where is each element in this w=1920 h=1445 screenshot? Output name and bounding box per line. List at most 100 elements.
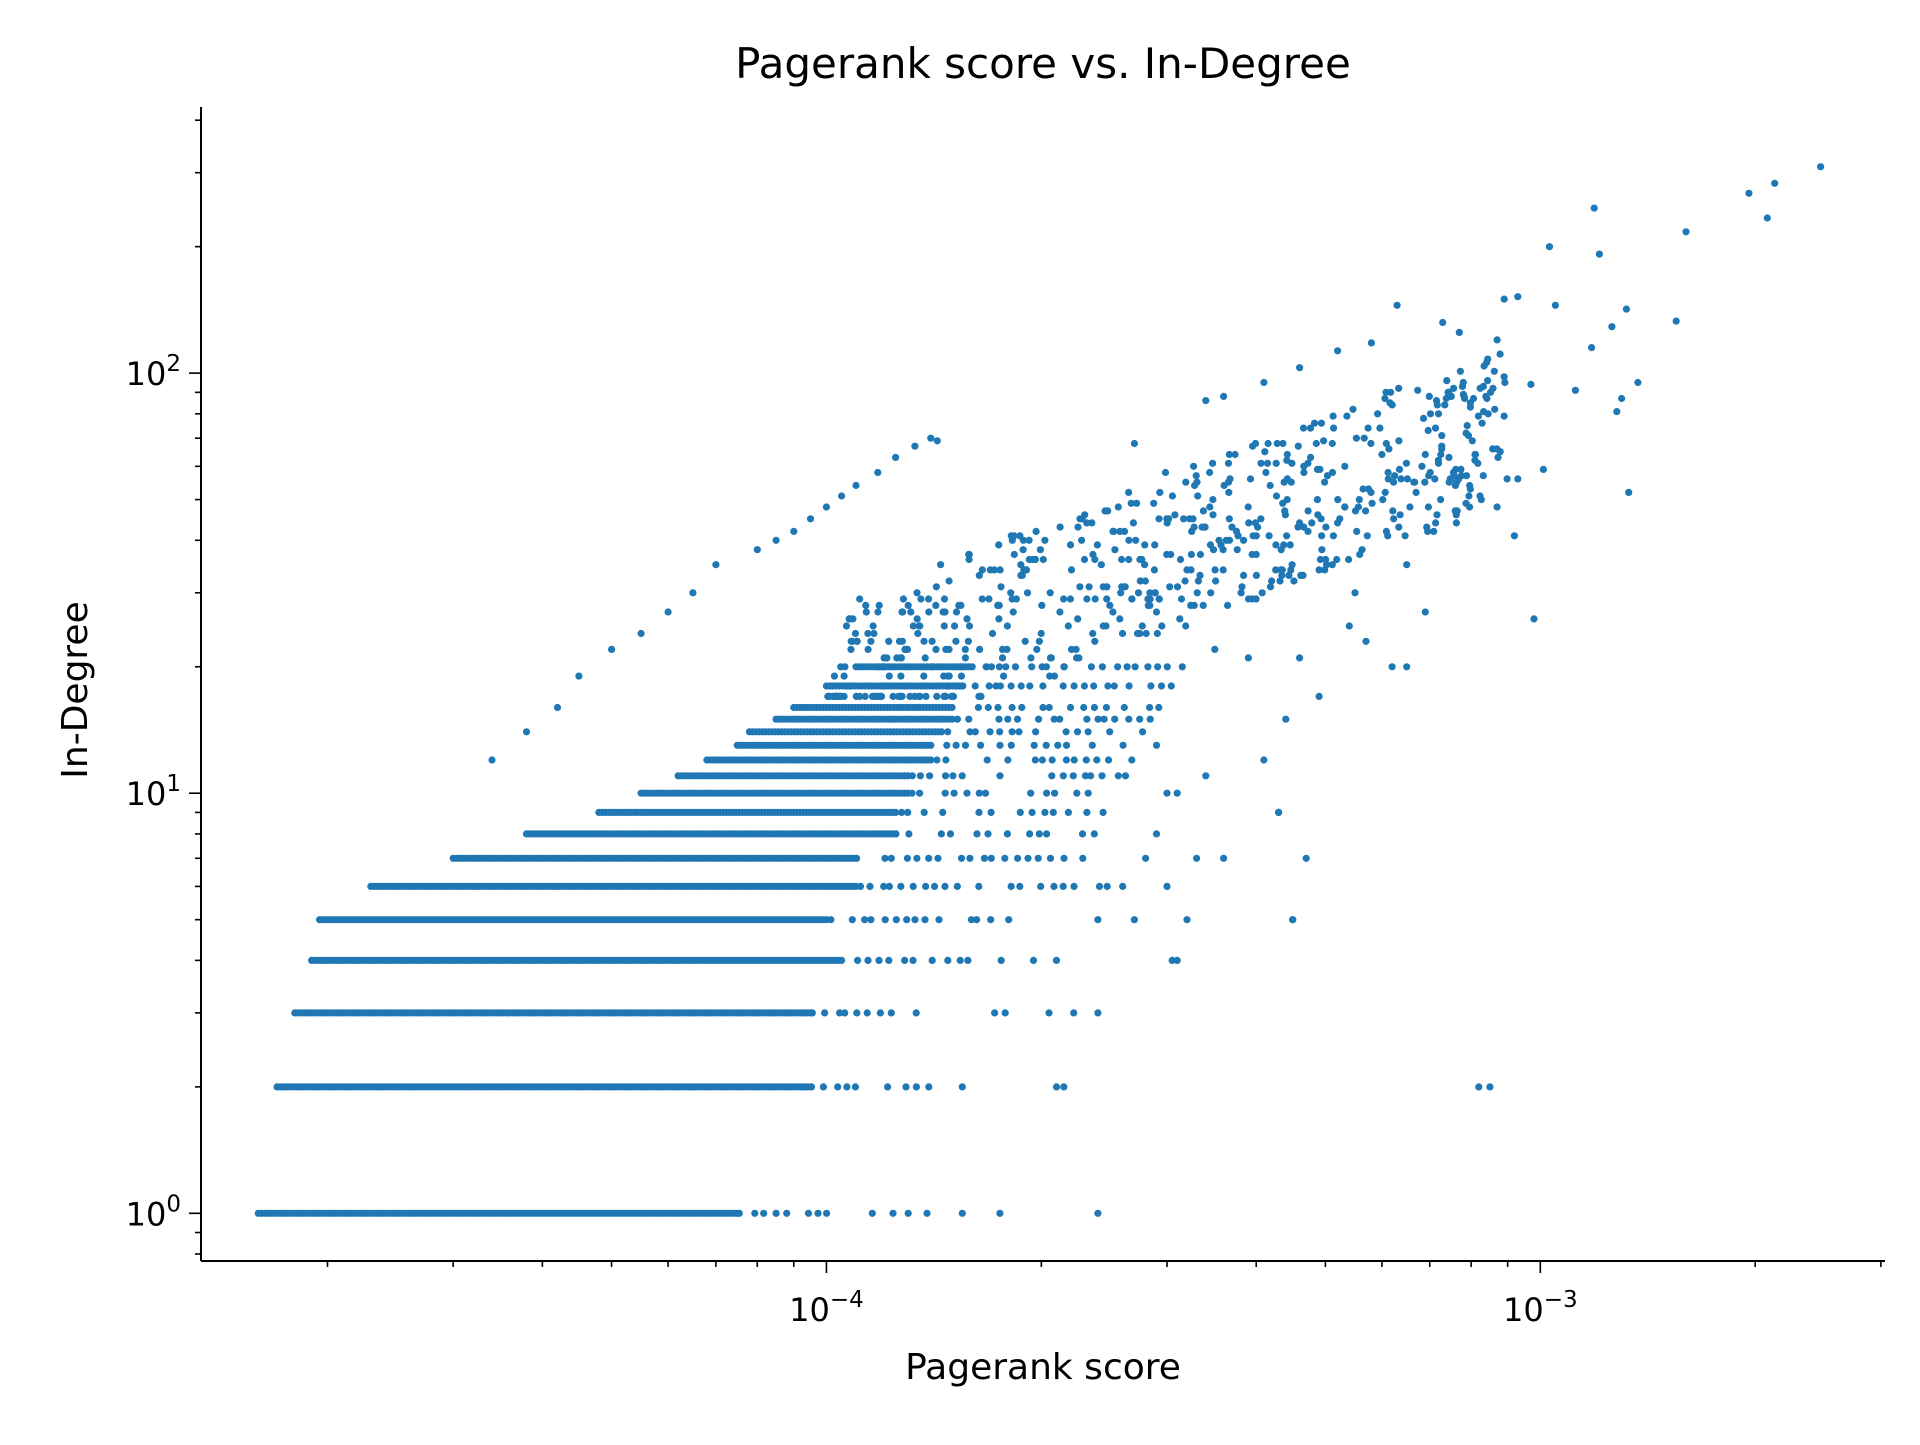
data-point: [903, 854, 912, 862]
data-point: [920, 672, 928, 680]
data-point: [908, 772, 916, 780]
data-point: [1353, 527, 1361, 536]
data-point: [1049, 808, 1057, 817]
data-point: [905, 830, 913, 838]
data-point: [1273, 439, 1281, 448]
data-point: [1328, 561, 1336, 569]
data-point: [1438, 442, 1446, 450]
data-point: [944, 956, 952, 965]
data-point: [988, 629, 997, 638]
data-point: [1158, 622, 1166, 630]
data-point: [1150, 566, 1158, 574]
data-point: [823, 1209, 831, 1217]
data-point: [1070, 882, 1078, 891]
data-point: [1209, 496, 1217, 504]
data-point: [920, 637, 928, 645]
data-point: [1119, 882, 1127, 891]
data-point: [1024, 854, 1032, 862]
data-point: [1384, 468, 1392, 477]
data-point: [821, 1009, 829, 1017]
data-point: [1275, 808, 1283, 817]
data-point: [1466, 485, 1474, 493]
data-point: [1080, 555, 1089, 564]
data-point: [1196, 571, 1204, 580]
data-point: [1322, 523, 1330, 531]
data-point: [1763, 214, 1771, 222]
data-point: [907, 608, 915, 616]
data-point: [1051, 789, 1059, 797]
data-point: [1395, 523, 1403, 531]
data-point: [1433, 401, 1441, 409]
data-point: [1000, 672, 1008, 680]
data-point: [1437, 496, 1445, 504]
data-point: [1155, 703, 1163, 712]
data-point: [952, 637, 960, 645]
data-point: [914, 629, 922, 638]
data-point: [1066, 595, 1074, 603]
data-point: [1382, 439, 1390, 448]
data-point: [1027, 654, 1035, 662]
data-point: [1047, 654, 1055, 662]
data-point: [963, 789, 971, 797]
data-point: [1207, 589, 1215, 597]
data-point: [916, 772, 925, 780]
data-point: [1257, 515, 1265, 523]
data-point: [1384, 475, 1392, 483]
data-point: [930, 882, 939, 891]
data-point: [1050, 715, 1058, 723]
data-point: [575, 672, 583, 680]
data-point: [1193, 854, 1201, 862]
data-point: [903, 916, 911, 924]
data-point: [996, 728, 1004, 736]
data-point: [1094, 1209, 1102, 1217]
data-point: [1161, 468, 1170, 477]
data-point: [1388, 663, 1396, 671]
data-point: [950, 622, 959, 630]
data-point: [913, 854, 921, 862]
data-point: [1062, 741, 1071, 749]
data-point: [987, 808, 995, 817]
data-point: [1551, 301, 1559, 309]
data-point: [1419, 414, 1428, 422]
data-point: [1034, 854, 1042, 862]
data-point: [933, 437, 941, 445]
data-point: [1167, 682, 1175, 690]
data-point: [851, 1083, 860, 1091]
data-point: [1182, 478, 1190, 486]
data-point: [1152, 830, 1161, 838]
data-point: [1070, 1009, 1078, 1017]
data-point: [964, 956, 972, 965]
data-point: [1462, 429, 1470, 437]
data-point: [806, 515, 815, 523]
data-point: [1039, 555, 1047, 564]
data-point: [1016, 882, 1024, 891]
data-point: [1494, 453, 1502, 461]
data-point: [992, 682, 1000, 690]
data-point: [1317, 419, 1325, 427]
data-point: [1032, 527, 1040, 536]
data-point: [1103, 595, 1111, 603]
data-point: [1078, 536, 1086, 544]
data-point: [1133, 499, 1141, 507]
data-point: [1038, 756, 1046, 764]
data-point: [1087, 663, 1095, 671]
data-point: [987, 663, 996, 671]
data-point: [1056, 523, 1064, 531]
data-point: [1094, 916, 1102, 924]
data-point: [1152, 741, 1161, 749]
data-point: [870, 629, 878, 638]
data-point: [1110, 682, 1118, 690]
data-point: [1425, 392, 1433, 400]
data-point: [852, 692, 860, 701]
data-point: [889, 692, 897, 701]
data-point: [1090, 703, 1098, 712]
data-point: [996, 772, 1004, 780]
data-point: [1173, 583, 1182, 591]
data-point: [934, 854, 942, 862]
data-point: [1120, 703, 1128, 712]
data-point: [1244, 595, 1253, 603]
data-point: [1139, 728, 1147, 736]
data-point: [827, 916, 835, 924]
data-point: [1330, 424, 1338, 432]
data-point: [1418, 462, 1426, 470]
